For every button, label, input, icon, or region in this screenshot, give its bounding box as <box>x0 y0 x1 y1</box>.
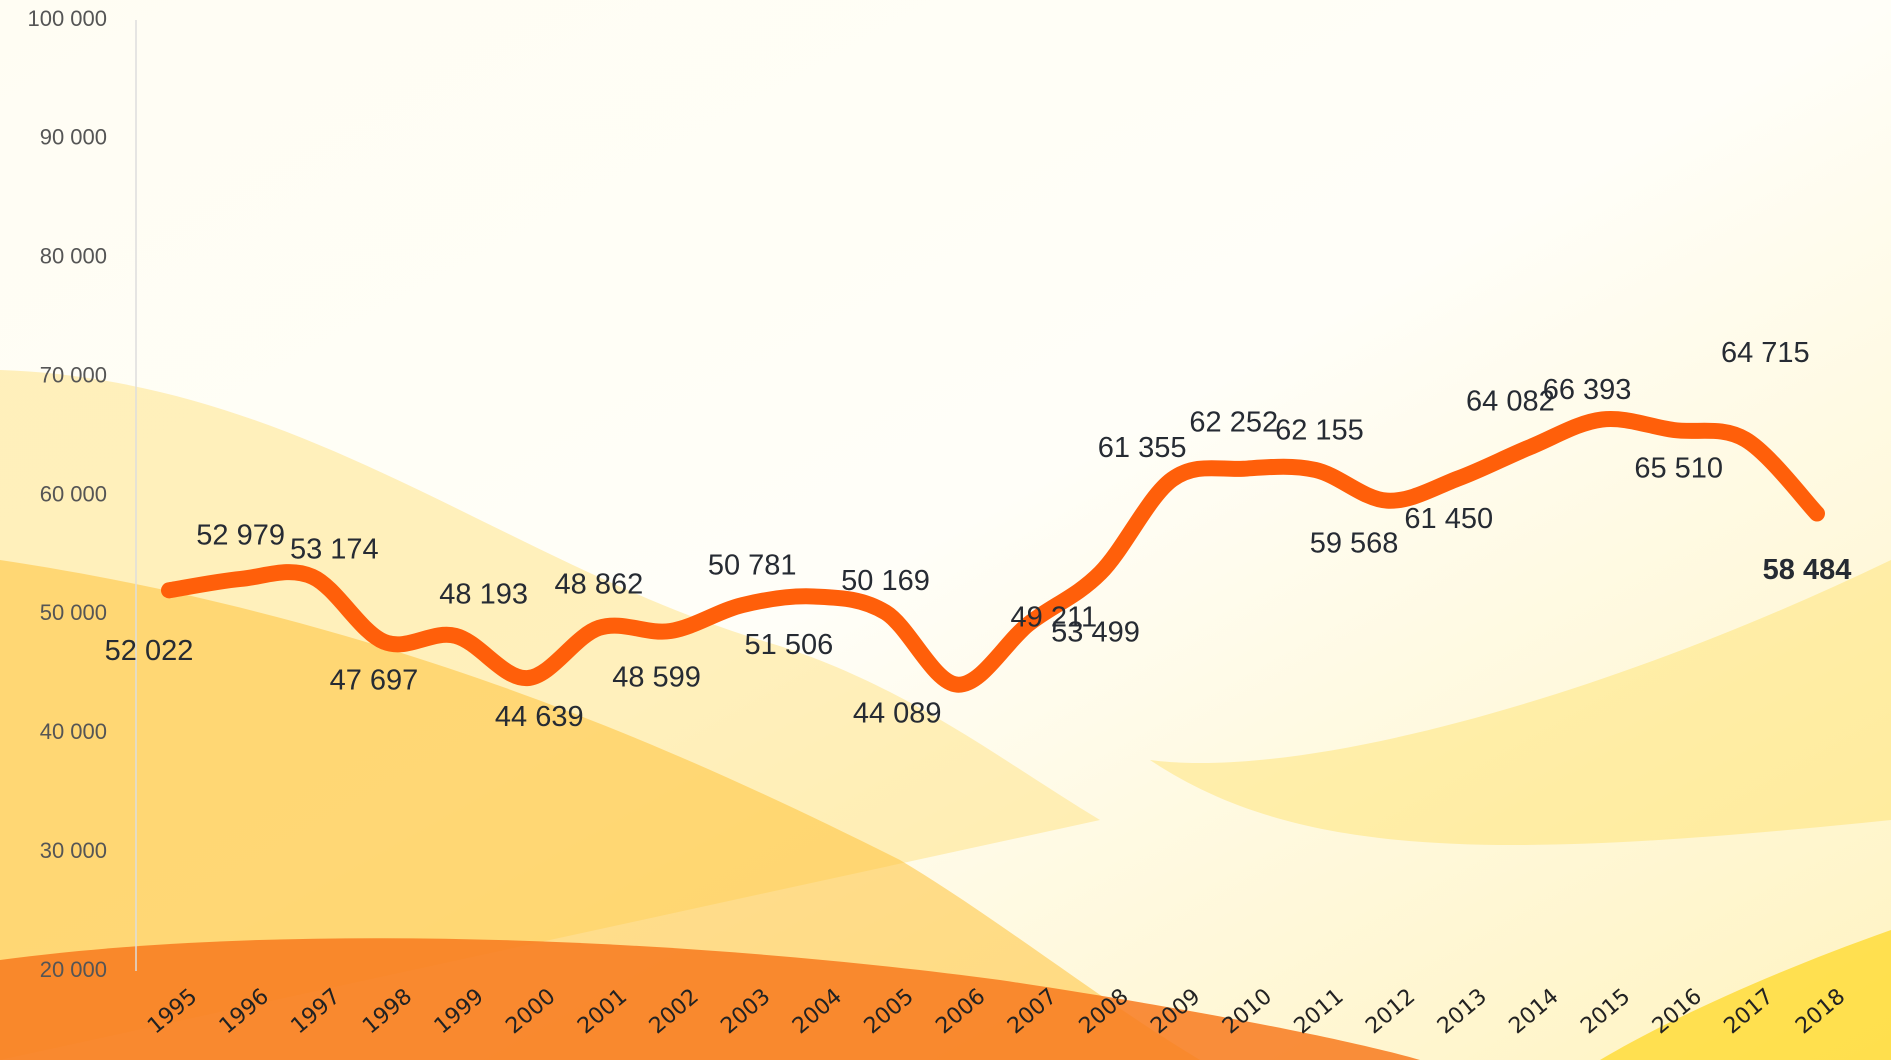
y-tick-label: 80 000 <box>40 244 107 269</box>
value-label: 44 639 <box>495 701 584 733</box>
y-tick-label: 70 000 <box>40 362 107 387</box>
y-tick-label: 50 000 <box>40 600 107 625</box>
value-label: 50 781 <box>708 550 797 582</box>
y-tick-label: 20 000 <box>40 957 107 982</box>
y-tick-label: 60 000 <box>40 481 107 506</box>
value-label: 66 393 <box>1543 374 1632 406</box>
value-label: 59 568 <box>1310 527 1399 559</box>
chart: 20 000 30 000 40 000 50 000 60 000 70 000 80 0… <box>0 0 1891 1060</box>
value-label: 52 022 <box>105 635 194 667</box>
value-label: 65 510 <box>1634 453 1723 485</box>
value-label: 48 599 <box>612 662 701 694</box>
y-tick-label: 30 000 <box>40 838 107 863</box>
value-label: 50 169 <box>841 565 930 597</box>
value-label: 47 697 <box>330 664 419 696</box>
value-label: 61 450 <box>1404 503 1493 535</box>
value-label: 48 862 <box>555 569 644 601</box>
value-label: 53 499 <box>1051 616 1140 648</box>
y-tick-label: 100 000 <box>27 6 107 31</box>
value-label: 62 252 <box>1189 406 1278 438</box>
value-label: 58 484 <box>1763 554 1852 586</box>
y-tick-label: 40 000 <box>40 719 107 744</box>
value-label: 48 193 <box>439 579 528 611</box>
value-label: 62 155 <box>1275 415 1364 447</box>
value-label: 52 979 <box>196 520 285 552</box>
value-label: 51 506 <box>745 629 834 661</box>
value-label: 53 174 <box>290 533 379 565</box>
y-tick-label: 90 000 <box>40 125 107 150</box>
value-label: 44 089 <box>853 697 942 729</box>
value-label: 61 355 <box>1098 432 1187 464</box>
value-label: 64 082 <box>1466 386 1555 418</box>
value-label: 64 715 <box>1721 337 1810 369</box>
